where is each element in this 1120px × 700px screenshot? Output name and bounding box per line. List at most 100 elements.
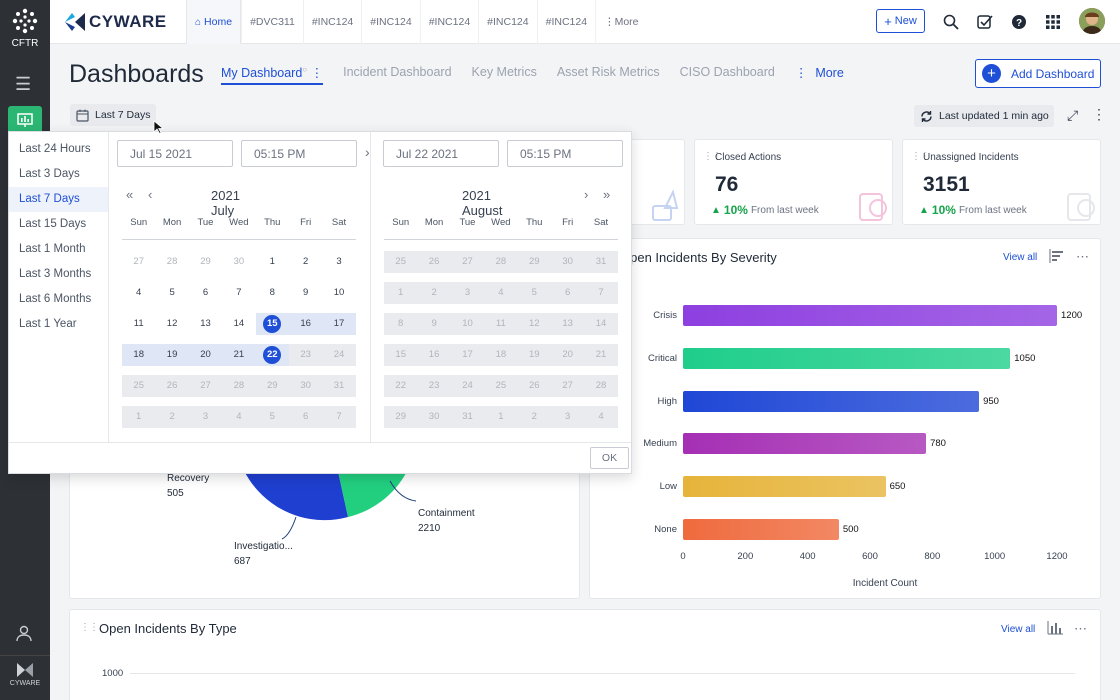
dashboard-nav-icon[interactable] — [8, 106, 42, 134]
ok-button[interactable]: OK — [590, 447, 629, 469]
day-cell[interactable]: 2 — [303, 255, 309, 267]
bar-low[interactable] — [683, 476, 886, 498]
day-cell: 22 — [384, 374, 418, 397]
next-month-icon[interactable]: › — [584, 187, 589, 202]
day-cell[interactable]: 3 — [336, 255, 342, 267]
start-date-input[interactable]: Jul 15 2021 — [117, 140, 233, 167]
tab-inc124[interactable]: #INC124 — [302, 0, 361, 44]
tasks-icon[interactable] — [975, 12, 995, 32]
day-cell[interactable]: 10 — [333, 286, 345, 298]
tab-my-dashboard[interactable]: My Dashboard○ ⋮ — [221, 65, 324, 86]
day-cell: 28 — [484, 250, 518, 273]
tab-ciso-dashboard[interactable]: CISO Dashboard — [679, 65, 775, 79]
month-title: 2021 August — [462, 188, 503, 218]
tab-asset-risk-metrics[interactable]: Asset Risk Metrics — [556, 65, 660, 79]
day-cell[interactable]: 7 — [236, 286, 242, 298]
preset-option[interactable]: Last 24 Hours — [19, 143, 91, 155]
kebab-icon[interactable]: ⋮ — [1092, 106, 1106, 122]
bar-high[interactable] — [683, 390, 980, 412]
category-label: Crisis — [653, 310, 677, 321]
refresh-status[interactable]: Last updated 1 min ago — [914, 105, 1054, 127]
avatar[interactable] — [1079, 8, 1105, 34]
day-cell[interactable]: 17 — [322, 312, 356, 335]
drag-handle-icon[interactable]: ⋮⋮ — [80, 622, 99, 633]
day-cell[interactable]: 11 — [133, 317, 144, 329]
prev-year-icon[interactable]: « — [126, 187, 134, 202]
tab-incident-dashboard[interactable]: Incident Dashboard — [343, 65, 452, 79]
org-logo[interactable]: CFTR — [0, 8, 50, 49]
more-options-icon[interactable]: ⋯ — [1076, 249, 1089, 264]
day-cell[interactable]: 16 — [288, 312, 323, 335]
date-range-button[interactable]: Last 7 Days — [70, 104, 156, 126]
brand-logo[interactable]: CYWARE — [65, 12, 167, 32]
day-cell[interactable]: 29 — [188, 250, 223, 273]
preset-option[interactable]: Last 15 Days — [19, 218, 87, 230]
next-year-icon[interactable]: » — [603, 187, 611, 202]
bar-medium[interactable] — [683, 433, 927, 455]
tab-home[interactable]: ⌂ Home — [186, 0, 242, 44]
bar-none[interactable] — [683, 519, 839, 540]
new-button[interactable]: + New — [876, 9, 925, 33]
stat-card-closed-actions[interactable]: ⋮⋮ Closed Actions 76 ▲ 10% From last week — [694, 139, 893, 225]
more-options-icon[interactable]: ⋯ — [1074, 621, 1087, 636]
tab-inc124[interactable]: #INC124 — [536, 0, 595, 44]
view-all-link[interactable]: View all — [1001, 624, 1036, 635]
search-icon[interactable] — [941, 12, 961, 32]
tab-key-metrics[interactable]: Key Metrics — [471, 65, 537, 79]
preset-option[interactable]: Last 6 Months — [19, 293, 92, 305]
tab-inc124[interactable]: #INC124 — [419, 0, 478, 44]
day-cell[interactable]: 30 — [222, 250, 256, 273]
day-cell[interactable]: 6 — [202, 286, 209, 298]
day-cell[interactable]: 20 — [188, 343, 223, 366]
pie-label-recovery: Recovery 505 — [167, 471, 209, 501]
day-cell[interactable]: 19 — [155, 343, 189, 366]
view-all-link[interactable]: View all — [1003, 252, 1038, 263]
hamburger-menu-icon[interactable]: ☰ — [15, 74, 32, 94]
day-cell[interactable]: 5 — [169, 286, 175, 298]
tab-dvc311[interactable]: #DVC311 — [241, 0, 303, 44]
day-grid: 25 26 27 28 29 30 31 1 2 3 4 5 6 7 8 9 10 11 12 13 14 15 16 17 1… — [384, 246, 618, 432]
day-cell[interactable]: 15 — [255, 312, 289, 335]
add-dashboard-button[interactable]: + Add Dashboard — [975, 59, 1101, 88]
end-time-input[interactable]: 05:15 PM — [507, 140, 623, 167]
tab-inc124[interactable]: #INC124 — [361, 0, 419, 44]
drag-handle-icon[interactable]: ⋮⋮ — [911, 151, 930, 162]
day-cell[interactable]: 22 — [255, 343, 289, 366]
day-cell[interactable]: 18 — [122, 343, 156, 366]
start-time-input[interactable]: 05:15 PM — [241, 140, 357, 167]
day-cell[interactable]: 4 — [136, 286, 142, 298]
day-cell[interactable]: 1 — [269, 255, 275, 267]
user-profile-icon[interactable] — [15, 624, 33, 647]
end-date-input[interactable]: Jul 22 2021 — [383, 140, 499, 167]
tab-more[interactable]: ⋮ More — [595, 0, 646, 44]
day-cell: 29 — [384, 405, 418, 428]
preset-option[interactable]: Last 3 Days — [19, 168, 80, 180]
day-cell[interactable]: 28 — [155, 250, 189, 273]
preset-option[interactable]: Last 3 Months — [19, 268, 92, 280]
tab-inc124[interactable]: #INC124 — [478, 0, 536, 44]
prev-month-icon[interactable]: ‹ — [148, 187, 153, 202]
drag-handle-icon[interactable]: ⋮⋮ — [703, 151, 722, 162]
bar-crisis[interactable] — [683, 305, 1057, 326]
day-cell[interactable]: 8 — [269, 286, 275, 298]
plus-circle-icon: + — [982, 64, 1001, 83]
day-cell[interactable]: 21 — [222, 343, 256, 366]
kebab-icon[interactable]: ⋮ — [310, 66, 324, 81]
bar-critical[interactable] — [683, 347, 1011, 369]
help-icon[interactable]: ? — [1009, 12, 1029, 32]
day-cell[interactable]: 14 — [233, 317, 245, 329]
preset-option[interactable]: Last 1 Year — [19, 318, 77, 330]
day-cell[interactable]: 12 — [166, 317, 178, 329]
tab-more[interactable]: ⋮ More — [795, 65, 844, 85]
apps-grid-icon[interactable] — [1043, 12, 1063, 32]
preset-option[interactable]: Last 1 Month — [19, 243, 86, 255]
preset-option[interactable]: Last 7 Days — [9, 187, 108, 212]
day-cell[interactable]: 27 — [122, 250, 156, 273]
bar-chart-icon[interactable] — [1047, 621, 1063, 640]
weekday-label: Fri — [300, 217, 312, 228]
day-cell[interactable]: 13 — [200, 317, 211, 329]
stat-card-unassigned-incidents[interactable]: ⋮⋮ Unassigned Incidents 3151 ▲ 10% From la… — [902, 139, 1101, 225]
day-cell[interactable]: 9 — [303, 286, 309, 298]
chart-type-icon[interactable] — [1049, 249, 1065, 268]
expand-icon[interactable]: ⤢ — [1067, 107, 1079, 123]
